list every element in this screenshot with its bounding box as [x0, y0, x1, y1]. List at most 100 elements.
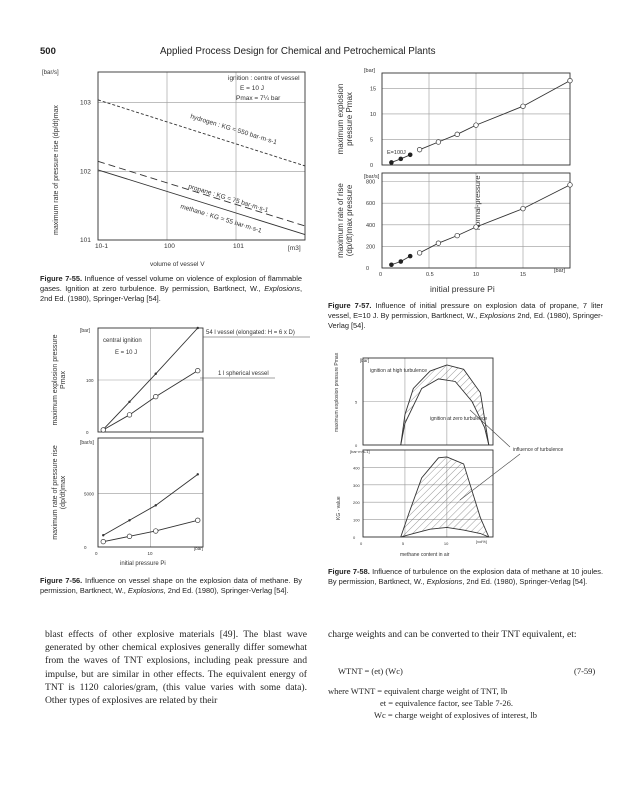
- figure-7-55-caption: Figure 7-55. Influence of vessel volume …: [40, 274, 303, 303]
- y-tick-label: 5: [370, 137, 373, 143]
- plot-frame: [97, 71, 306, 241]
- running-title: Applied Process Design for Chemical and …: [160, 46, 436, 57]
- data-point: [102, 534, 105, 537]
- label-1l-vessel: 1 l spherical vessel: [218, 371, 269, 377]
- plot-frame: [362, 357, 494, 446]
- data-point: [128, 400, 131, 404]
- data-point: [567, 182, 573, 188]
- data-point: [100, 427, 106, 433]
- data-point: [520, 103, 526, 109]
- y-tick-label: 100: [86, 378, 94, 383]
- y-tick-label: 5000: [84, 492, 95, 497]
- y-tick-label: 0: [84, 545, 87, 550]
- equation-number: (7-59): [574, 666, 596, 676]
- plot-frame: [381, 72, 571, 166]
- figure-7-56-caption: Figure 7-56. Influence on vessel shape o…: [40, 576, 302, 595]
- x-tick-label: 0.5: [426, 272, 434, 278]
- series-label-hydrogen: hydrogen : KG = 550 bar·m·s-1: [189, 113, 278, 146]
- figure-7-57-caption: Figure 7-57. Influence of initial pressu…: [328, 301, 603, 330]
- series-line: [419, 184, 571, 254]
- x-tick-label: 0: [95, 551, 98, 556]
- series-line: [102, 327, 199, 430]
- body-text-right-intro: charge weights and can be converted to t…: [328, 629, 577, 640]
- bottom-y-label: maximum rate of pressure rise (dp/dt)max: [52, 445, 67, 540]
- x-unit: [vol%]: [476, 539, 487, 544]
- series-line: [97, 160, 306, 227]
- data-point: [154, 504, 157, 507]
- data-point: [435, 240, 442, 246]
- y-tick-label: 400: [366, 223, 375, 229]
- y-tick-label: 600: [366, 201, 375, 207]
- data-point: [454, 131, 460, 137]
- top-unit: [bar]: [364, 68, 375, 74]
- data-point: [473, 224, 479, 230]
- data-point: [126, 533, 133, 539]
- label-zero-turbulence: ignition at zero turbulence: [430, 416, 487, 422]
- y-tick-label: 300: [353, 483, 360, 488]
- where-line-1: where WTNT = equivalent charge weight of…: [328, 686, 508, 696]
- hatched-influence-area: [400, 364, 489, 445]
- where-line-3: Wc = charge weight of explosives of inte…: [374, 710, 538, 720]
- data-point: [407, 253, 413, 259]
- figure-7-57-chart: [bar] [bar/s] E=100J normal-pressure [ba…: [364, 68, 573, 294]
- bottom-y-label: maximum rate of rise (dp/dt)max pressure: [336, 183, 354, 258]
- data-point: [389, 160, 394, 165]
- x-unit: [m3]: [288, 245, 301, 252]
- label-influence: influence of turbulence: [513, 447, 564, 453]
- data-point: [100, 539, 106, 545]
- data-point: [398, 259, 404, 264]
- x-tick-label: 15: [520, 272, 526, 278]
- data-point: [567, 78, 573, 84]
- top-y-label: maximum explosion pressure Pmax: [52, 334, 67, 426]
- data-point: [195, 367, 201, 374]
- x-tick-label: 5: [402, 541, 405, 546]
- y-tick-label: 103: [80, 100, 91, 107]
- y-tick-label: 10: [370, 112, 376, 118]
- y-unit: [bar/s]: [42, 70, 59, 76]
- page-number: 500: [40, 46, 56, 57]
- top-unit: [bar]: [80, 328, 91, 334]
- y-tick-label: 0: [366, 266, 369, 272]
- series-line: [103, 473, 199, 536]
- data-point: [126, 412, 133, 418]
- x-axis-label: volume of vessel V: [150, 261, 205, 268]
- series-line: [419, 80, 571, 151]
- plot-frame: [97, 327, 204, 433]
- x-axis-label: methane content in air: [400, 552, 450, 558]
- series-line: [97, 99, 306, 167]
- note-line-3: Pmax = 7¼ bar: [236, 95, 281, 102]
- hatched-influence-area: [400, 456, 489, 537]
- data-point: [416, 250, 423, 256]
- equation: WTNT = (et) (Wc): [338, 666, 403, 676]
- y-tick-label: 0: [355, 443, 358, 448]
- figure-7-56-chart: [bar] [bar/s] central ignition E = 10 J …: [80, 326, 310, 567]
- y-tick-label: 5: [355, 400, 358, 405]
- body-text-left: blast effects of other explosive materia…: [45, 629, 307, 707]
- bottom-unit: [bar·m·s-1]: [350, 449, 370, 454]
- top-y-label: maximum explosion pressure Pmax: [334, 352, 340, 432]
- plot-frame: [381, 172, 571, 269]
- x-unit: [bar]: [554, 268, 565, 274]
- note-line-2: E = 10 J: [115, 350, 137, 356]
- data-point: [407, 152, 413, 158]
- data-point: [153, 528, 159, 534]
- data-point: [389, 262, 394, 268]
- data-point: [398, 156, 404, 162]
- data-point: [473, 122, 479, 128]
- note-line-2: E = 10 J: [240, 85, 264, 92]
- series-line: [400, 526, 489, 538]
- y-tick-label: 200: [366, 244, 375, 250]
- top-unit: [bar]: [360, 358, 369, 363]
- bottom-y-label: KG - value: [336, 496, 342, 520]
- figure-7-58-caption: Figure 7-58. Influence of turbulence on …: [328, 567, 604, 586]
- top-y-label: maximum explosion pressure Pmax: [336, 83, 354, 155]
- y-tick-label: 400: [353, 465, 360, 470]
- x-tick-label: 10: [473, 272, 479, 278]
- normal-pressure-annotation: normal-pressure: [473, 175, 482, 230]
- plot-frame: [362, 449, 494, 538]
- series-line: [400, 364, 490, 446]
- y-tick-label: 0: [86, 430, 89, 435]
- data-point: [196, 326, 199, 330]
- x-tick-label: 10: [444, 541, 449, 546]
